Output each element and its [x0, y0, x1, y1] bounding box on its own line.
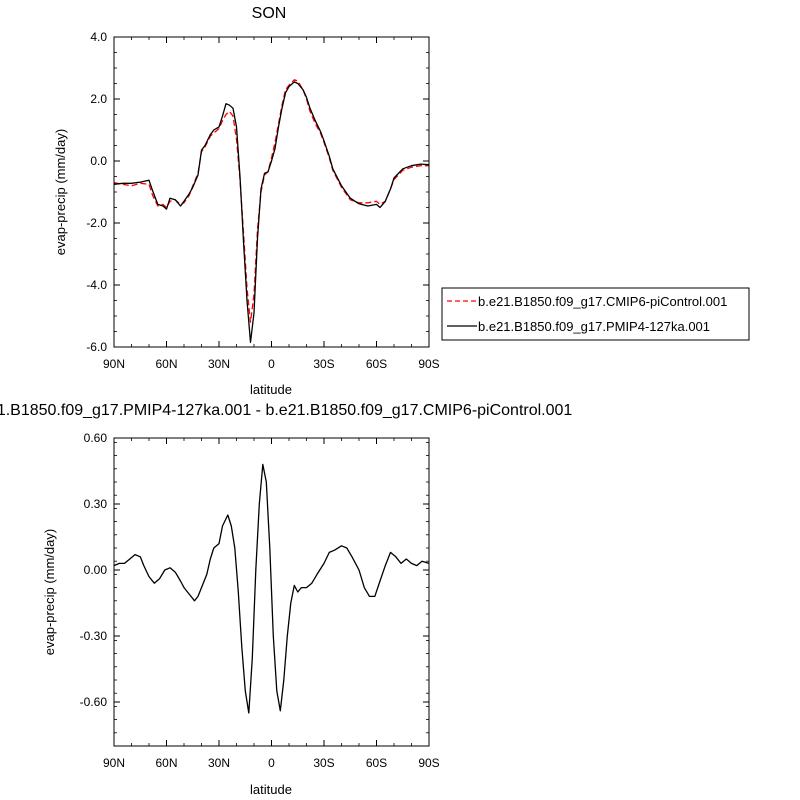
legend-label-127ka: b.e21.B1850.f09_g17.PMIP4-127ka.001 [478, 319, 710, 334]
top-series-line-0 [113, 79, 429, 323]
top-xtick-label: 90N [103, 357, 125, 371]
top-xtick-label: 60S [366, 357, 387, 371]
top-ytick-label: 2.0 [90, 92, 107, 106]
top-ytick-label: 4.0 [90, 30, 107, 44]
bottom-y-axis-label: evap-precip (mm/day) [42, 529, 57, 655]
bottom-series-group [113, 463, 430, 714]
bottom-ytick-label: -0.30 [80, 629, 108, 643]
bottom-axis-ticks: 0.60 0.30 0.00 -0.30 -0.60 90N 60N 30N 0 30S 60S 90… [80, 431, 440, 770]
bottom-ytick-label: 0.00 [84, 563, 108, 577]
legend-label-picontrol: b.e21.B1850.f09_g17.CMIP6-piControl.001 [478, 294, 727, 309]
top-xtick-label: 60N [155, 357, 177, 371]
top-ytick-label: -4.0 [86, 278, 107, 292]
bottom-xtick-label: 90S [418, 756, 439, 770]
legend-box [441, 287, 750, 341]
bottom-xtick-label: 30N [208, 756, 230, 770]
bottom-xtick-label: 0 [268, 756, 275, 770]
bottom-plot-frame [113, 437, 430, 747]
top-series-line-1 [113, 81, 430, 343]
bottom-xtick-label: 60N [155, 756, 177, 770]
top-y-axis-label: evap-precip (mm/day) [53, 129, 68, 255]
top-title: SON [252, 5, 287, 22]
top-xtick-label: 0 [268, 357, 275, 371]
bottom-ytick-label: 0.30 [84, 497, 108, 511]
top-xtick-label: 30S [313, 357, 334, 371]
bottom-panel: b.e21.B1850.f09_g17.PMIP4-127ka.001 - b.… [0, 402, 572, 797]
bottom-xtick-label: 60S [366, 756, 387, 770]
top-xtick-label: 30N [208, 357, 230, 371]
bottom-series-line-0 [113, 463, 430, 714]
bottom-ytick-label: -0.60 [80, 695, 108, 709]
top-series-group [113, 79, 430, 343]
top-axis-ticks: 4.0 2.0 0.0 -2.0 -4.0 -6.0 90N 60N 30N 0 30S 60S 90S [86, 30, 439, 371]
legend: b.e21.B1850.f09_g17.CMIP6-piControl.001 … [441, 287, 750, 341]
top-plot-frame [113, 36, 430, 348]
top-x-axis-label: latitude [250, 382, 292, 397]
bottom-x-axis-label: latitude [250, 782, 292, 797]
bottom-title: b.e21.B1850.f09_g17.PMIP4-127ka.001 - b.… [0, 402, 572, 419]
top-ytick-label: -2.0 [86, 216, 107, 230]
bottom-xtick-label: 30S [313, 756, 334, 770]
top-panel: SON 4.0 2.0 0.0 -2.0 -4.0 -6.0 90N 60N 30N 0 30S 60… [53, 5, 440, 397]
bottom-xtick-label: 90N [103, 756, 125, 770]
top-xtick-label: 90S [418, 357, 439, 371]
top-ytick-label: -6.0 [86, 340, 107, 354]
bottom-ytick-label: 0.60 [84, 431, 108, 445]
top-ytick-label: 0.0 [90, 154, 107, 168]
